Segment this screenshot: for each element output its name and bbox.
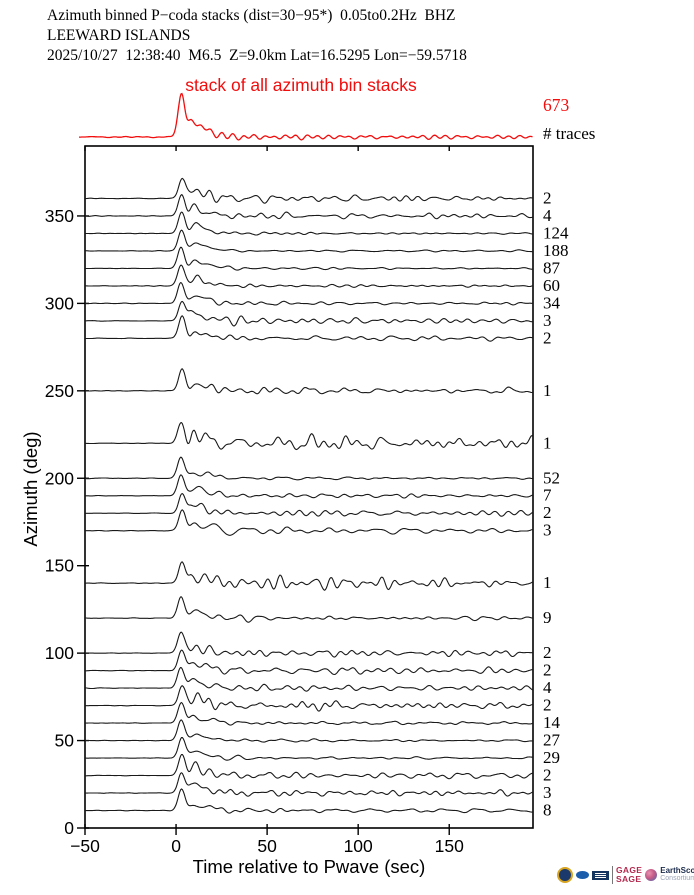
trace-count-label: 4 <box>543 206 552 225</box>
trace-count-label: 1 <box>543 433 552 452</box>
waveform-trace-az300 <box>85 281 534 306</box>
trace-count-label: 8 <box>543 801 552 820</box>
waveform-trace-az100 <box>85 631 534 658</box>
logo-divider <box>612 866 613 884</box>
x-tick-label: 0 <box>171 836 181 856</box>
trace-count-label: 2 <box>543 188 552 207</box>
trace-count-label: 2 <box>543 328 552 347</box>
gage-label: GAGE <box>616 865 643 875</box>
plot-box <box>84 145 534 829</box>
y-axis-title: Azimuth (deg) <box>20 431 41 547</box>
waveform-trace-az280 <box>84 315 534 342</box>
traces-column-heading: # traces <box>543 124 596 143</box>
trace-count-label: 2 <box>543 503 552 522</box>
stack-waveform <box>79 92 533 141</box>
trace-count-label: 3 <box>543 783 552 802</box>
trace-count-label: 3 <box>543 521 552 540</box>
waveform-trace-az320 <box>85 246 534 271</box>
trace-count-label: 2 <box>543 661 552 680</box>
stack-total-count: 673 <box>543 95 570 115</box>
stack-overlay-label: stack of all azimuth bin stacks <box>185 75 417 95</box>
trace-count-label: 188 <box>543 241 569 260</box>
waveform-trace-az90 <box>84 649 534 676</box>
waveform-trace-az140 <box>84 561 534 591</box>
y-tick-label: 350 <box>45 206 74 226</box>
trace-count-label: 52 <box>543 468 560 487</box>
earthscope-consortium-label: Consortium <box>660 875 694 882</box>
waveform-trace-az20 <box>85 772 534 797</box>
x-tick-label: −50 <box>70 836 100 856</box>
waveform-trace-az40 <box>85 737 534 761</box>
y-tick-label: 250 <box>45 381 74 401</box>
y-tick-label: 100 <box>45 643 74 663</box>
agency-oval-logo-icon <box>576 871 589 879</box>
trace-count-label: 27 <box>543 731 561 750</box>
trace-count-label: 14 <box>543 713 561 732</box>
agency-rect-logo-icon <box>592 870 609 880</box>
y-tick-label: 200 <box>45 468 74 488</box>
trace-count-label: 60 <box>543 276 560 295</box>
trace-count-label: 4 <box>543 678 552 697</box>
x-axis-title: Time relative to Pwave (sec) <box>192 856 426 877</box>
waveform-trace-az50 <box>85 719 534 743</box>
waveform-trace-az290 <box>85 300 534 327</box>
trace-count-label: 87 <box>543 258 561 277</box>
sage-label: SAGE <box>616 874 642 884</box>
trace-count-label: 2 <box>543 766 552 785</box>
trace-count-label: 29 <box>543 748 560 767</box>
trace-count-label: 34 <box>543 293 561 312</box>
earthscope-logo-icon <box>645 869 658 881</box>
waveform-trace-az250 <box>85 368 534 395</box>
waveform-trace-az310 <box>85 264 534 289</box>
x-tick-label: 100 <box>344 836 373 856</box>
waveform-trace-az330 <box>85 229 533 253</box>
waveform-trace-az190 <box>85 474 534 499</box>
waveform-trace-az120 <box>85 596 534 623</box>
trace-count-label: 1 <box>543 381 552 400</box>
waveform-trace-az170 <box>85 509 534 536</box>
y-tick-label: 300 <box>45 293 74 313</box>
nsf-logo-icon <box>557 867 573 883</box>
figure-title-line3: 2025/10/27 12:38:40 M6.5 Z=9.0km Lat=16.… <box>47 47 467 64</box>
trace-count-label: 2 <box>543 696 552 715</box>
waveform-trace-az350 <box>84 194 534 220</box>
waveform-trace-az80 <box>84 666 534 692</box>
trace-count-label: 1 <box>543 573 552 592</box>
y-tick-label: 0 <box>64 818 74 838</box>
x-tick-label: 50 <box>257 836 277 856</box>
trace-count-label: 3 <box>543 311 552 330</box>
trace-count-label: 124 <box>543 223 569 242</box>
figure-title-line1: Azimuth binned P−coda stacks (dist=30−95… <box>47 7 456 24</box>
trace-count-label: 9 <box>543 608 552 627</box>
waveform-trace-az340 <box>85 211 534 236</box>
waveform-trace-az60 <box>85 701 534 726</box>
waveform-trace-az180 <box>85 492 534 517</box>
waveform-trace-az220 <box>85 421 534 451</box>
waveform-trace-az200 <box>84 456 534 481</box>
trace-count-label: 7 <box>543 486 552 505</box>
trace-count-label: 2 <box>543 643 552 662</box>
figure-title-line2: LEEWARD ISLANDS <box>47 27 191 44</box>
waveform-trace-az30 <box>85 753 534 780</box>
y-tick-label: 150 <box>45 556 74 576</box>
x-tick-label: 150 <box>435 836 464 856</box>
earthscope-label: EarthScope <box>660 866 694 875</box>
y-tick-label: 50 <box>55 731 75 751</box>
footer-logo-strip: GAGE SAGE EarthScope Consortium <box>557 859 694 891</box>
waveform-trace-az10 <box>85 788 534 814</box>
waveform-trace-az360 <box>84 177 534 204</box>
waveform-trace-az70 <box>84 685 534 712</box>
